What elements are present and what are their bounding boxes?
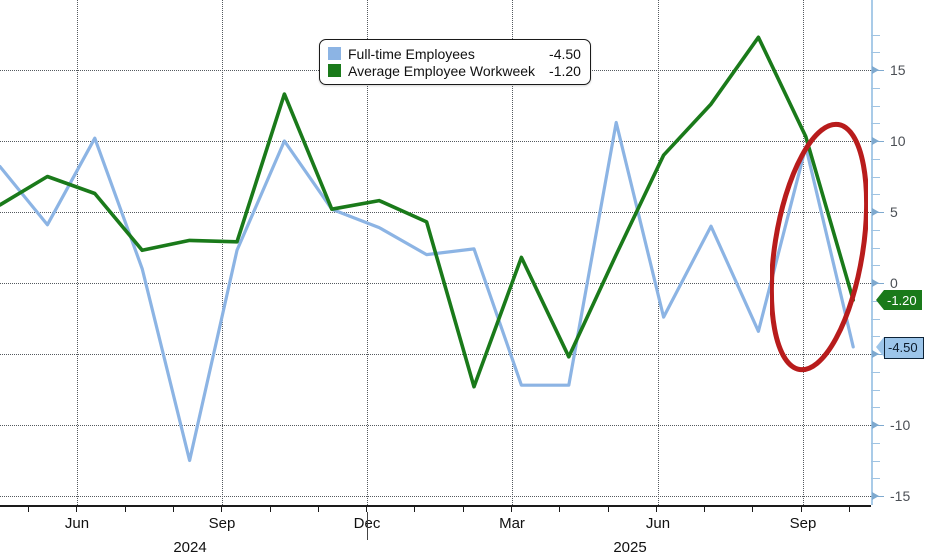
- x-tick: [752, 505, 753, 512]
- x-tick: [125, 505, 126, 512]
- x-tick-label: Sep: [208, 515, 236, 532]
- y-tick: [871, 105, 880, 107]
- y-tick-label: -10: [890, 417, 911, 433]
- y-tick: [871, 194, 880, 196]
- x-tick: [511, 505, 512, 512]
- y-tick-arrow: [872, 208, 879, 216]
- y-tick: [871, 247, 880, 249]
- y-tick: [871, 176, 880, 178]
- gridline-h: [0, 425, 871, 426]
- workweek-value-badge: -1.20: [884, 290, 922, 311]
- x-tick: [28, 505, 29, 512]
- x-tick: [221, 505, 222, 512]
- x-tick: [849, 505, 850, 512]
- x-tick: [76, 505, 77, 512]
- x-tick-label: Jun: [64, 515, 90, 532]
- y-tick: [871, 371, 880, 373]
- y-tick: [871, 123, 880, 125]
- x-tick: [366, 505, 367, 512]
- legend-label-fulltime: Full-time Employees: [348, 45, 475, 62]
- gridline-v: [658, 0, 659, 505]
- y-tick: [871, 407, 880, 409]
- x-tick-label: Jun: [645, 515, 671, 532]
- legend-swatch-fulltime: [328, 47, 341, 60]
- x-tick: [173, 505, 174, 512]
- y-tick-arrow: [872, 66, 879, 74]
- x-tick: [318, 505, 319, 512]
- series-lines: [0, 35, 856, 463]
- y-tick: [871, 389, 880, 391]
- x-tick: [463, 505, 464, 512]
- gridline-h: [0, 212, 871, 213]
- y-tick-arrow: [872, 137, 879, 145]
- x-axis-line: [0, 505, 871, 507]
- y-tick-arrow: [872, 350, 879, 358]
- x-tick: [559, 505, 560, 512]
- legend-label-workweek: Average Employee Workweek: [348, 62, 536, 79]
- workweek-value-badge-pointer: [876, 290, 884, 311]
- gridline-v: [77, 0, 78, 505]
- y-tick: [871, 460, 880, 462]
- x-tick-label: Sep: [789, 515, 817, 532]
- y-tick: [871, 478, 880, 480]
- y-tick-arrow: [872, 279, 879, 287]
- y-tick: [871, 158, 880, 160]
- fulltime-value-badge: -4.50: [884, 336, 924, 359]
- legend-value-workweek: -1.20: [549, 62, 581, 79]
- y-tick-label: 5: [890, 204, 898, 220]
- y-tick-label: -15: [890, 488, 911, 504]
- legend[interactable]: Full-time Employees -4.50 Average Employ…: [319, 39, 591, 85]
- x-tick: [414, 505, 415, 512]
- x-tick-label: Mar: [499, 515, 525, 532]
- x-year-label: 2025: [613, 539, 647, 556]
- gridline-v: [222, 0, 223, 505]
- fulltime-value-badge-pointer: [876, 336, 884, 357]
- y-tick: [871, 229, 880, 231]
- y-tick-arrow: [872, 421, 879, 429]
- year-divider: [367, 512, 368, 540]
- y-tick: [871, 336, 880, 338]
- y-tick-label: 0: [890, 275, 898, 291]
- y-tick: [871, 265, 880, 267]
- y-tick: [871, 52, 880, 54]
- legend-item-fulltime[interactable]: Full-time Employees -4.50: [328, 45, 581, 62]
- legend-swatch-workweek: [328, 64, 341, 77]
- y-tick: [871, 318, 880, 320]
- x-year-label: 2024: [173, 539, 207, 556]
- x-tick: [656, 505, 657, 512]
- line-average-employee-workweek: [0, 35, 856, 389]
- y-tick-label: 15: [890, 62, 906, 78]
- x-tick: [270, 505, 271, 512]
- gridline-v: [512, 0, 513, 505]
- legend-item-workweek[interactable]: Average Employee Workweek -1.20: [328, 62, 581, 79]
- y-tick: [871, 87, 880, 89]
- gridline-h: [0, 354, 871, 355]
- y-tick: [871, 300, 880, 302]
- y-tick-label: 10: [890, 133, 906, 149]
- line-fulltime-employees: [0, 120, 855, 463]
- x-tick: [801, 505, 802, 512]
- gridline-v: [367, 0, 368, 505]
- x-tick: [608, 505, 609, 512]
- crossover-ellipse-annotation: [770, 121, 868, 373]
- y-tick-arrow: [872, 492, 879, 500]
- y-tick: [871, 34, 880, 36]
- gridline-v: [803, 0, 804, 505]
- gridline-h: [0, 283, 871, 284]
- gridline-h: [0, 141, 871, 142]
- x-tick: [704, 505, 705, 512]
- gridline-h: [0, 496, 871, 497]
- y-axis-line: [871, 0, 873, 505]
- legend-value-fulltime: -4.50: [549, 45, 581, 62]
- y-tick: [871, 442, 880, 444]
